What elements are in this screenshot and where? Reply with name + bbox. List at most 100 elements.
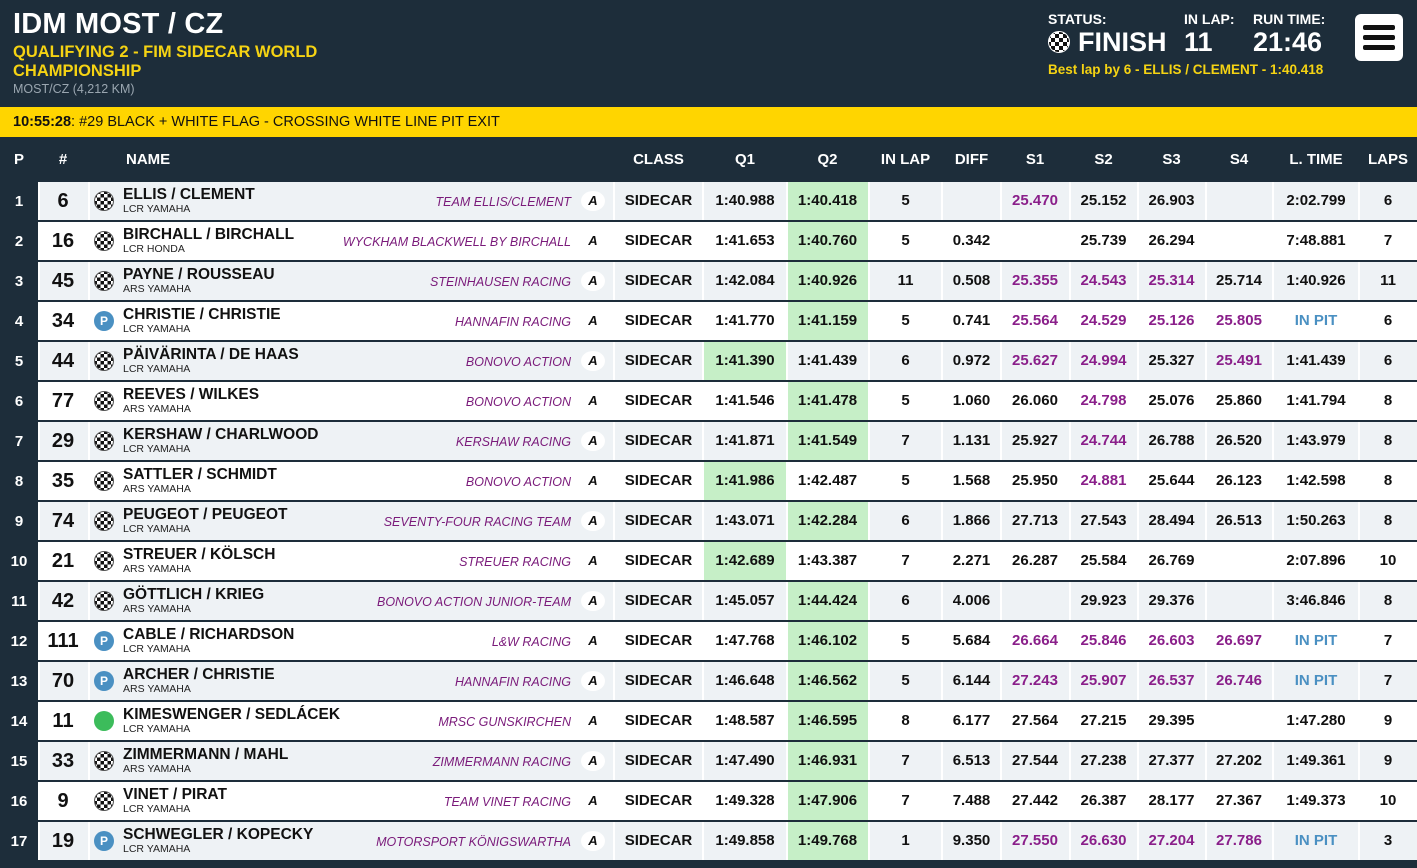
- in-lap: 8: [901, 712, 910, 729]
- table-row[interactable]: 13 70 P ARCHER / CHRISTIE ARS YAMAHA HANNAFIN…: [0, 662, 1417, 702]
- sector-3: 26.903: [1148, 192, 1195, 209]
- hamburger-menu-icon[interactable]: [1355, 14, 1403, 61]
- column-divider: [1069, 382, 1071, 420]
- class: SIDECAR: [624, 512, 693, 529]
- column-divider: [613, 542, 615, 580]
- row-background: [38, 502, 1417, 540]
- team-name: MRSC GUNSKIRCHEN: [438, 715, 571, 729]
- table-row[interactable]: 8 35 SATTLER / SCHMIDT ARS YAMAHA BONOVO ACT…: [0, 462, 1417, 502]
- table-row[interactable]: 6 77 REEVES / WILKES ARS YAMAHA BONOVO ACTIO…: [0, 382, 1417, 422]
- table-row[interactable]: 15 33 ZIMMERMANN / MAHL ARS YAMAHA ZIMMERMAN…: [0, 742, 1417, 782]
- table-row[interactable]: 2 16 BIRCHALL / BIRCHALL LCR HONDA WYCKHAM B…: [0, 222, 1417, 262]
- col-num[interactable]: #: [58, 151, 68, 168]
- column-divider: [702, 702, 704, 740]
- sector-2: 25.739: [1080, 232, 1127, 249]
- table-row[interactable]: 12 111 P CABLE / RICHARDSON LCR YAMAHA L&W RA…: [0, 622, 1417, 662]
- column-divider: [1205, 662, 1207, 700]
- in-lap: 5: [901, 472, 910, 489]
- q1-time: 1:41.653: [715, 232, 775, 249]
- column-divider: [88, 702, 90, 740]
- table-row[interactable]: 7 29 KERSHAW / CHARLWOOD LCR YAMAHA KERSHAW …: [0, 422, 1417, 462]
- column-divider: [702, 422, 704, 460]
- rider-number: 21: [51, 550, 75, 572]
- position: 17: [0, 822, 38, 862]
- status-value-wrap: FINISH: [1048, 27, 1167, 57]
- col-s2[interactable]: S2: [1094, 151, 1113, 168]
- position: 15: [0, 742, 38, 782]
- in-lap: 5: [901, 632, 910, 649]
- rider-names: PAYNE / ROUSSEAU: [123, 266, 275, 283]
- col-s3[interactable]: S3: [1162, 151, 1181, 168]
- column-divider: [868, 662, 870, 700]
- rider-names: SCHWEGLER / KOPECKY: [123, 826, 314, 843]
- checkered-flag-icon: [94, 511, 114, 531]
- row-background: [38, 822, 1417, 860]
- laps: 8: [1383, 432, 1393, 449]
- column-divider: [38, 302, 40, 340]
- col-inlap[interactable]: IN LAP: [880, 151, 931, 168]
- sector-2: 27.238: [1080, 752, 1127, 769]
- col-ltime[interactable]: L. TIME: [1289, 151, 1343, 168]
- table-row[interactable]: 5 44 PÄIVÄRINTA / DE HAAS LCR YAMAHA BONOVO …: [0, 342, 1417, 382]
- col-diff[interactable]: DIFF: [954, 151, 989, 168]
- team-name: WYCKHAM BLACKWELL BY BIRCHALL: [342, 235, 571, 249]
- name-cell: BIRCHALL / BIRCHALL LCR HONDA WYCKHAM BLAC…: [88, 222, 613, 260]
- col-q1[interactable]: Q1: [734, 151, 755, 168]
- status-block: STATUS: FINISH: [1048, 11, 1167, 57]
- last-lap-time: 1:49.361: [1286, 752, 1346, 769]
- message-text: : #29 BLACK + WHITE FLAG - CROSSING WHIT…: [71, 114, 500, 130]
- col-q2[interactable]: Q2: [817, 151, 838, 168]
- q2-time: 1:44.424: [787, 582, 868, 620]
- bike-make: LCR YAMAHA: [123, 443, 191, 455]
- col-s4[interactable]: S4: [1229, 151, 1249, 168]
- q2-time: 1:46.595: [787, 702, 868, 740]
- table-row[interactable]: 10 21 STREUER / KÖLSCH ARS YAMAHA STREUER RA…: [0, 542, 1417, 582]
- col-p[interactable]: P: [13, 151, 24, 168]
- column-divider: [702, 822, 704, 860]
- table-row[interactable]: 3 45 PAYNE / ROUSSEAU ARS YAMAHA STEINHAUSEN…: [0, 262, 1417, 302]
- column-divider: [1137, 702, 1139, 740]
- column-divider: [1000, 342, 1002, 380]
- column-divider: [1205, 582, 1207, 620]
- position: 4: [0, 302, 38, 342]
- column-divider: [941, 622, 943, 660]
- table-row[interactable]: 17 19 P SCHWEGLER / KOPECKY LCR YAMAHA MOTORS…: [0, 822, 1417, 862]
- column-divider: [1137, 582, 1139, 620]
- column-divider: [1137, 462, 1139, 500]
- rider-names: KIMESWENGER / SEDLÁCEK: [123, 706, 341, 723]
- bike-make: LCR YAMAHA: [123, 523, 191, 535]
- class: SIDECAR: [624, 672, 693, 689]
- position: 7: [0, 422, 38, 462]
- table-row[interactable]: 11 42 GÖTTLICH / KRIEG ARS YAMAHA BONOVO ACT…: [0, 582, 1417, 622]
- diff: 4.006: [952, 592, 991, 609]
- col-laps[interactable]: LAPS: [1367, 151, 1408, 168]
- col-name[interactable]: NAME: [126, 151, 171, 168]
- table-row[interactable]: 1 6 ELLIS / CLEMENT LCR YAMAHA TEAM ELLIS/CL…: [0, 182, 1417, 222]
- brand-logo-icon: A: [581, 191, 605, 211]
- table-row[interactable]: 14 11 KIMESWENGER / SEDLÁCEK LCR YAMAHA MRSC…: [0, 702, 1417, 742]
- q2-time: 1:41.439: [797, 352, 858, 369]
- laps: 7: [1383, 632, 1393, 649]
- q1-time: 1:49.328: [715, 792, 775, 809]
- sector-4: 26.746: [1216, 672, 1262, 689]
- column-divider: [786, 262, 788, 300]
- column-divider: [941, 782, 943, 820]
- sector-2: 24.543: [1080, 272, 1127, 289]
- column-divider: [88, 222, 90, 260]
- column-divider: [88, 822, 90, 860]
- col-class[interactable]: CLASS: [633, 151, 684, 168]
- brand-logo-icon: A: [581, 751, 605, 771]
- sector-3: 25.126: [1148, 312, 1195, 329]
- column-divider: [1137, 662, 1139, 700]
- column-divider: [1137, 182, 1139, 220]
- position: 14: [0, 702, 38, 742]
- column-divider: [868, 342, 870, 380]
- table-row[interactable]: 16 9 VINET / PIRAT LCR YAMAHA TEAM VINET RAC…: [0, 782, 1417, 822]
- table-row[interactable]: 4 34 P CHRISTIE / CHRISTIE LCR YAMAHA HANNAFI…: [0, 302, 1417, 342]
- table-row[interactable]: 9 74 PEUGEOT / PEUGEOT LCR YAMAHA SEVENTY-FO…: [0, 502, 1417, 542]
- in-lap: 5: [901, 392, 910, 409]
- column-divider: [1358, 622, 1360, 660]
- sector-4: 27.202: [1216, 752, 1262, 769]
- col-s1[interactable]: S1: [1025, 151, 1045, 168]
- sector-3: 25.644: [1148, 472, 1195, 489]
